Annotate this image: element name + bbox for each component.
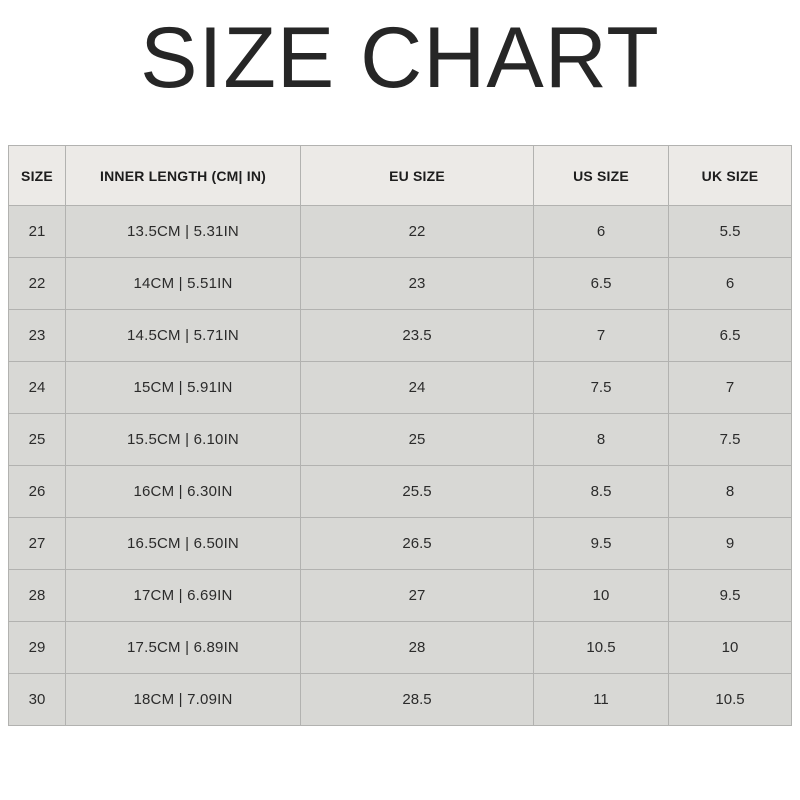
cell-size: 28 <box>8 569 66 622</box>
cell-uk-size: 10.5 <box>668 673 792 726</box>
table-row: 26 16CM | 6.30IN 25.5 8.5 8 <box>8 465 792 518</box>
cell-size: 29 <box>8 621 66 674</box>
table-row: 29 17.5CM | 6.89IN 28 10.5 10 <box>8 621 792 674</box>
cell-inner-length: 16.5CM | 6.50IN <box>65 517 301 570</box>
cell-inner-length: 17.5CM | 6.89IN <box>65 621 301 674</box>
cell-inner-length: 13.5CM | 5.31IN <box>65 205 301 258</box>
cell-inner-length: 14.5CM | 5.71IN <box>65 309 301 362</box>
cell-inner-length: 18CM | 7.09IN <box>65 673 301 726</box>
cell-eu-size: 28.5 <box>300 673 534 726</box>
cell-eu-size: 28 <box>300 621 534 674</box>
cell-us-size: 8.5 <box>533 465 669 518</box>
cell-us-size: 10.5 <box>533 621 669 674</box>
cell-uk-size: 7 <box>668 361 792 414</box>
cell-eu-size: 25 <box>300 413 534 466</box>
cell-size: 24 <box>8 361 66 414</box>
cell-us-size: 6 <box>533 205 669 258</box>
column-header-inner-length-text: INNER LENGTH (CM| IN) <box>100 167 266 184</box>
table-header: SIZE INNER LENGTH (CM| IN) EU SIZE US SI… <box>8 145 792 206</box>
cell-inner-length: 16CM | 6.30IN <box>65 465 301 518</box>
cell-eu-size: 25.5 <box>300 465 534 518</box>
cell-uk-size: 6 <box>668 257 792 310</box>
cell-us-size: 10 <box>533 569 669 622</box>
cell-eu-size: 23.5 <box>300 309 534 362</box>
table-row: 23 14.5CM | 5.71IN 23.5 7 6.5 <box>8 309 792 362</box>
cell-uk-size: 7.5 <box>668 413 792 466</box>
cell-inner-length: 15.5CM | 6.10IN <box>65 413 301 466</box>
table-row: 21 13.5CM | 5.31IN 22 6 5.5 <box>8 205 792 258</box>
table-row: 28 17CM | 6.69IN 27 10 9.5 <box>8 569 792 622</box>
cell-inner-length: 14CM | 5.51IN <box>65 257 301 310</box>
table-row: 27 16.5CM | 6.50IN 26.5 9.5 9 <box>8 517 792 570</box>
column-header-size: SIZE <box>8 145 66 206</box>
cell-uk-size: 5.5 <box>668 205 792 258</box>
cell-size: 30 <box>8 673 66 726</box>
cell-eu-size: 27 <box>300 569 534 622</box>
cell-us-size: 7 <box>533 309 669 362</box>
cell-eu-size: 22 <box>300 205 534 258</box>
cell-uk-size: 10 <box>668 621 792 674</box>
size-table-container: SIZE INNER LENGTH (CM| IN) EU SIZE US SI… <box>8 145 792 726</box>
column-header-eu-size: EU SIZE <box>300 145 534 206</box>
table-body: 21 13.5CM | 5.31IN 22 6 5.5 22 14CM | 5.51IN 23… <box>8 205 792 726</box>
cell-uk-size: 9 <box>668 517 792 570</box>
cell-size: 27 <box>8 517 66 570</box>
table-row: 30 18CM | 7.09IN 28.5 11 10.5 <box>8 673 792 726</box>
cell-uk-size: 9.5 <box>668 569 792 622</box>
column-header-inner-length: INNER LENGTH (CM| IN) <box>65 145 301 206</box>
page-title: SIZE CHART <box>140 10 660 106</box>
cell-inner-length: 17CM | 6.69IN <box>65 569 301 622</box>
cell-size: 22 <box>8 257 66 310</box>
cell-uk-size: 6.5 <box>668 309 792 362</box>
cell-us-size: 7.5 <box>533 361 669 414</box>
cell-us-size: 6.5 <box>533 257 669 310</box>
cell-us-size: 11 <box>533 673 669 726</box>
cell-us-size: 8 <box>533 413 669 466</box>
cell-size: 23 <box>8 309 66 362</box>
cell-size: 26 <box>8 465 66 518</box>
table-row: 22 14CM | 5.51IN 23 6.5 6 <box>8 257 792 310</box>
table-row: 25 15.5CM | 6.10IN 25 8 7.5 <box>8 413 792 466</box>
cell-us-size: 9.5 <box>533 517 669 570</box>
cell-eu-size: 26.5 <box>300 517 534 570</box>
table-header-row: SIZE INNER LENGTH (CM| IN) EU SIZE US SI… <box>8 145 792 206</box>
cell-uk-size: 8 <box>668 465 792 518</box>
cell-size: 21 <box>8 205 66 258</box>
table-row: 24 15CM | 5.91IN 24 7.5 7 <box>8 361 792 414</box>
cell-eu-size: 23 <box>300 257 534 310</box>
column-header-us-size: US SIZE <box>533 145 669 206</box>
cell-inner-length: 15CM | 5.91IN <box>65 361 301 414</box>
cell-size: 25 <box>8 413 66 466</box>
column-header-uk-size: UK SIZE <box>668 145 792 206</box>
cell-eu-size: 24 <box>300 361 534 414</box>
size-table: SIZE INNER LENGTH (CM| IN) EU SIZE US SI… <box>8 145 792 726</box>
